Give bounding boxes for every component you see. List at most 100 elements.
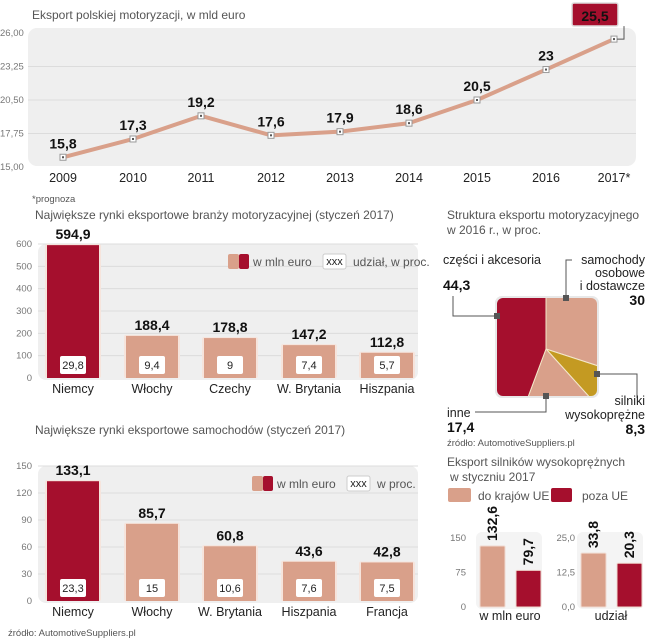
pie	[497, 298, 597, 396]
chart-title: Eksport silników wysokoprężnych	[447, 455, 625, 469]
leader-line	[452, 296, 497, 317]
y-tick-label: 0	[461, 602, 466, 613]
bar	[515, 569, 542, 608]
x-axis-label: udział	[595, 609, 628, 623]
legend-label: w mln euro	[276, 477, 336, 491]
x-tick-label: Niemcy	[52, 382, 94, 396]
chart-title: w styczniu 2017	[449, 470, 536, 484]
data-point-center	[476, 99, 478, 101]
x-tick-label: 2013	[326, 171, 354, 185]
pie-slice	[545, 298, 597, 387]
x-tick-label: W. Brytania	[198, 605, 262, 619]
legend-swatch-red	[551, 488, 572, 502]
share-label: 10,6	[219, 583, 240, 595]
data-label: 25,5	[581, 8, 608, 24]
y-tick-label: 12,5	[557, 568, 576, 579]
data-label: 17,3	[119, 117, 146, 133]
data-point-center	[200, 114, 202, 117]
data-label: 23	[538, 48, 554, 64]
y-tick-label: 30	[21, 569, 32, 580]
pie-value: 17,4	[447, 419, 474, 435]
data-label: 20,3	[621, 531, 637, 558]
bar	[47, 245, 99, 378]
y-tick-label: 400	[16, 284, 32, 295]
data-label: 132,6	[484, 506, 500, 541]
share-box	[217, 356, 243, 374]
pie-value: 44,3	[443, 277, 470, 293]
x-tick-label: 2014	[395, 171, 423, 185]
leader-marker	[594, 371, 600, 377]
leader-marker	[563, 295, 569, 301]
legend-label: w proc.	[376, 477, 416, 491]
share-box	[60, 579, 86, 597]
share-label: 7,6	[301, 583, 316, 595]
data-label: 60,8	[216, 527, 243, 543]
x-tick-label: 2017*	[598, 171, 631, 185]
legend-label: w mln euro	[252, 255, 312, 269]
y-tick-label: 26,00	[0, 28, 24, 39]
legend-box	[346, 475, 371, 492]
leader-line	[565, 259, 572, 298]
x-tick-label: 2010	[119, 171, 147, 185]
data-label: 18,6	[395, 101, 422, 117]
x-tick-label: W. Brytania	[277, 382, 341, 396]
y-tick-label: 20,50	[0, 95, 24, 106]
data-label: 20,5	[463, 78, 490, 94]
y-tick-label: 0	[27, 373, 32, 384]
x-tick-label: Niemcy	[52, 605, 94, 619]
chart-title: Eksport polskiej motoryzacji, w mld euro	[32, 8, 246, 22]
y-tick-label: 23,25	[0, 62, 24, 73]
data-label: 594,9	[55, 226, 90, 242]
data-label: 17,6	[257, 113, 284, 129]
share-label: 9	[227, 360, 233, 372]
share-box	[139, 356, 165, 374]
share-label: 29,8	[62, 360, 83, 372]
y-tick-label: 75	[455, 568, 466, 579]
legend-label: do krajów UE	[478, 489, 549, 503]
share-label: 7,4	[301, 360, 316, 372]
bar	[479, 545, 506, 608]
y-tick-label: 600	[16, 239, 32, 250]
y-tick-label: 17,75	[0, 129, 24, 140]
data-label: 178,8	[212, 319, 247, 335]
x-tick-label: Włochy	[132, 382, 174, 396]
data-label: 79,7	[520, 538, 536, 565]
data-label: 112,8	[370, 334, 404, 350]
data-label: 19,2	[187, 94, 214, 110]
pie-value: 30	[629, 292, 645, 308]
share-box	[217, 579, 243, 597]
y-tick-label: 0,0	[562, 602, 575, 613]
x-tick-label: Włochy	[132, 605, 174, 619]
y-tick-label: 150	[16, 461, 32, 472]
pie-slice	[544, 347, 597, 396]
share-box	[374, 356, 400, 374]
chart-title: Struktura eksportu motoryzacyjnego	[447, 208, 639, 222]
legend-label: poza UE	[582, 489, 628, 503]
data-label: 15,8	[49, 135, 76, 151]
y-tick-label: 60	[21, 542, 32, 553]
callout-line	[617, 26, 625, 40]
share-label: 9,4	[144, 360, 159, 372]
y-tick-label: 120	[16, 488, 32, 499]
chart-title: Największe rynki eksportowe samochodów (…	[35, 423, 345, 437]
data-point-center	[339, 130, 341, 133]
data-label: 133,1	[55, 462, 90, 478]
data-point-center	[62, 156, 64, 159]
pie-label: i dostawcze	[580, 279, 645, 293]
footnote: *prognoza	[32, 194, 76, 205]
x-tick-label: 2012	[257, 171, 285, 185]
legend-box	[322, 253, 347, 270]
share-label: 23,3	[62, 583, 83, 595]
y-tick-label: 15,00	[0, 162, 24, 173]
y-tick-label: 90	[21, 515, 32, 526]
legend-swatch-salmon	[252, 476, 263, 491]
share-label: 5,7	[379, 360, 394, 372]
chart-title: w 2016 r., w proc.	[446, 223, 541, 237]
leader-marker	[494, 313, 500, 319]
data-label: 85,7	[138, 505, 165, 521]
data-label: 42,8	[373, 543, 400, 559]
x-tick-label: 2011	[188, 171, 215, 185]
y-tick-label: 300	[16, 306, 32, 317]
source-note: źródło: AutomotiveSuppliers.pl	[447, 438, 575, 449]
plot-panel	[28, 28, 636, 166]
